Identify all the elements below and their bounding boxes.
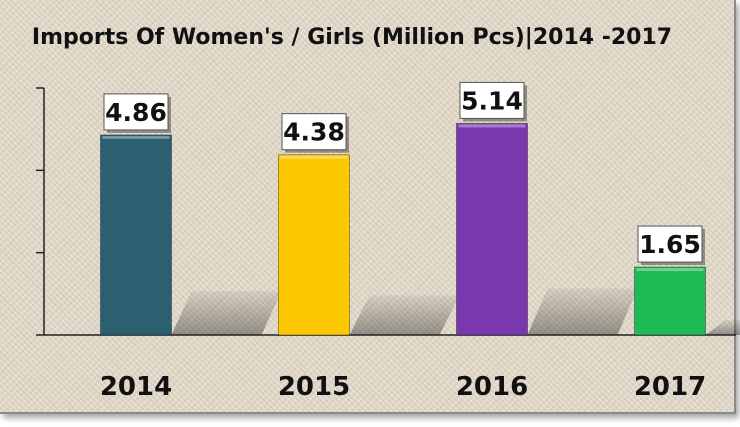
bar-2016 [456, 122, 528, 336]
bar-2015 [278, 154, 350, 336]
data-label: 4.86 [105, 98, 167, 127]
bar-shadows [171, 288, 740, 335]
data-labels: 4.86 4.38 5.14 1.65 [103, 81, 705, 266]
bar-highlight [636, 268, 704, 272]
data-label: 1.65 [639, 230, 701, 259]
x-tick-label: 2015 [278, 372, 350, 402]
data-label-box [281, 113, 347, 151]
x-tick-label: 2016 [456, 372, 528, 402]
data-label-box [103, 93, 169, 131]
bar-highlight [458, 124, 526, 128]
data-label: 5.14 [461, 86, 523, 115]
bar-shadow [527, 288, 638, 335]
data-label: 4.38 [283, 118, 345, 147]
bar-2014 [100, 134, 172, 336]
bars [100, 122, 706, 336]
data-label-box [637, 225, 703, 263]
bar-shadow [705, 320, 740, 335]
x-tick-label: 2014 [100, 372, 172, 402]
x-axis-tick-labels: 2014 2015 2016 2017 [100, 372, 706, 402]
bar-highlight [280, 155, 348, 159]
x-tick-label: 2017 [634, 372, 706, 402]
bar-2017 [634, 266, 706, 336]
chart-frame [0, 0, 736, 414]
bar-shadow [349, 295, 460, 335]
bar-shadow [171, 290, 282, 335]
bar-highlight [102, 135, 170, 139]
data-label-box [459, 81, 525, 119]
chart-title: Imports Of Women's / Girls (Million Pcs)… [32, 25, 672, 50]
